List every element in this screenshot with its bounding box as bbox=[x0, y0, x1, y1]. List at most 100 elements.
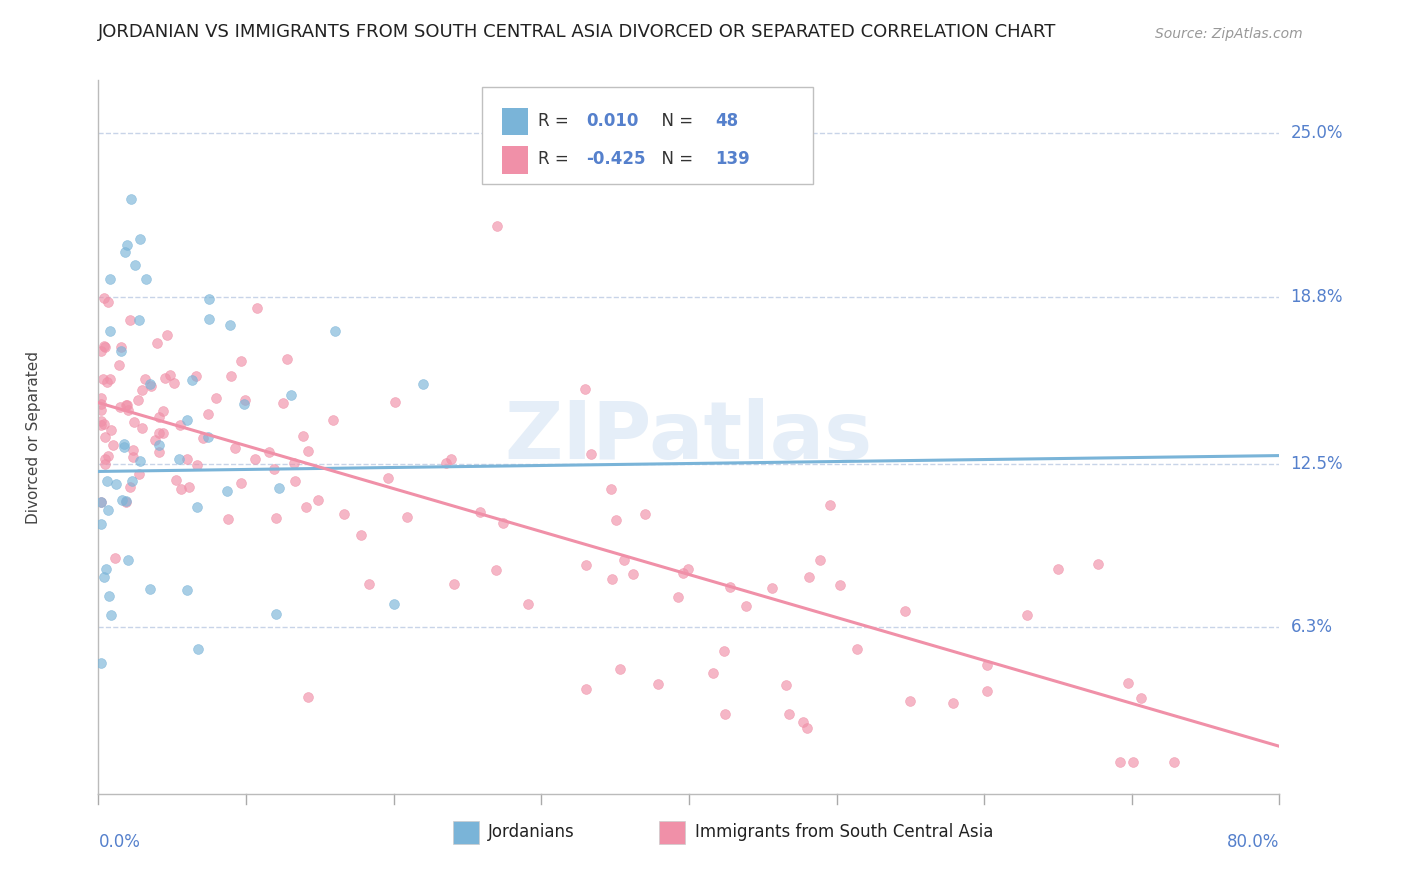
Point bbox=[264, 607, 287, 622]
Point bbox=[775, 678, 797, 692]
Point bbox=[605, 513, 627, 527]
Point bbox=[93, 570, 115, 584]
Text: 25.0%: 25.0% bbox=[1291, 124, 1343, 142]
Point bbox=[90, 495, 112, 509]
Point bbox=[93, 339, 115, 353]
Point bbox=[90, 656, 112, 670]
Point bbox=[845, 642, 868, 657]
Point bbox=[1116, 675, 1139, 690]
Point bbox=[942, 697, 965, 711]
Point bbox=[94, 339, 117, 353]
Point bbox=[1163, 755, 1185, 769]
Point bbox=[110, 339, 132, 353]
Point bbox=[267, 482, 290, 496]
Point bbox=[138, 582, 160, 597]
Point bbox=[217, 512, 239, 526]
Point bbox=[623, 567, 645, 582]
Point bbox=[159, 368, 181, 383]
Point bbox=[94, 457, 117, 471]
Point bbox=[176, 452, 198, 467]
Point bbox=[443, 577, 465, 591]
Point bbox=[146, 336, 169, 351]
Point bbox=[197, 407, 219, 421]
Point bbox=[128, 467, 150, 481]
Point bbox=[702, 666, 724, 681]
FancyBboxPatch shape bbox=[502, 146, 529, 174]
Point bbox=[276, 352, 298, 367]
Text: N =: N = bbox=[651, 151, 699, 169]
Point bbox=[1122, 755, 1144, 769]
Point bbox=[93, 417, 115, 431]
Point bbox=[609, 662, 631, 676]
Point bbox=[184, 368, 207, 383]
Point bbox=[97, 589, 120, 603]
Text: 0.0%: 0.0% bbox=[98, 833, 141, 851]
FancyBboxPatch shape bbox=[482, 87, 813, 184]
Point bbox=[284, 474, 307, 488]
Point bbox=[382, 597, 405, 611]
Point bbox=[193, 431, 215, 445]
Text: 48: 48 bbox=[714, 112, 738, 130]
Point bbox=[233, 393, 256, 408]
Point bbox=[176, 583, 198, 598]
Point bbox=[579, 447, 602, 461]
Point bbox=[264, 510, 287, 524]
Point bbox=[678, 562, 700, 576]
Point bbox=[163, 376, 186, 390]
Point bbox=[647, 677, 669, 691]
Text: Divorced or Separated: Divorced or Separated bbox=[25, 351, 41, 524]
Point bbox=[263, 462, 285, 476]
Point bbox=[259, 444, 281, 458]
Point bbox=[976, 658, 998, 673]
Point bbox=[778, 707, 800, 722]
Point bbox=[229, 476, 252, 491]
Text: N =: N = bbox=[651, 112, 699, 130]
Point bbox=[231, 353, 253, 368]
Point bbox=[217, 484, 239, 499]
Point bbox=[114, 494, 136, 508]
Point bbox=[98, 272, 121, 286]
Point bbox=[180, 373, 202, 387]
Point bbox=[135, 271, 157, 285]
Point bbox=[176, 413, 198, 427]
Point bbox=[233, 397, 256, 411]
Point bbox=[118, 313, 141, 327]
Point bbox=[434, 456, 457, 470]
Point bbox=[672, 566, 695, 581]
Point bbox=[124, 258, 146, 272]
Point bbox=[600, 572, 623, 586]
Point bbox=[377, 471, 399, 485]
Point bbox=[291, 429, 314, 443]
Point bbox=[350, 528, 373, 542]
Point bbox=[440, 452, 463, 467]
Point bbox=[808, 553, 831, 567]
Point bbox=[117, 553, 139, 567]
Text: 6.3%: 6.3% bbox=[1291, 618, 1333, 636]
Point bbox=[486, 219, 509, 233]
FancyBboxPatch shape bbox=[502, 108, 529, 136]
Point bbox=[492, 516, 515, 530]
Point bbox=[97, 503, 120, 517]
Point bbox=[271, 396, 294, 410]
Point bbox=[224, 441, 246, 455]
Point bbox=[186, 458, 208, 472]
Point bbox=[735, 599, 758, 613]
Point bbox=[156, 327, 179, 342]
Point bbox=[128, 232, 150, 246]
Point bbox=[96, 474, 118, 488]
Point bbox=[165, 473, 187, 487]
Point bbox=[129, 453, 152, 467]
Point bbox=[243, 452, 266, 467]
Point bbox=[153, 371, 176, 385]
Point bbox=[218, 318, 240, 333]
Point bbox=[1087, 557, 1109, 571]
Point bbox=[122, 415, 145, 429]
Point bbox=[280, 388, 302, 402]
Point bbox=[718, 580, 741, 594]
Point bbox=[112, 440, 135, 454]
Point bbox=[359, 576, 381, 591]
Point bbox=[105, 477, 128, 491]
Point bbox=[127, 392, 149, 407]
Point bbox=[152, 404, 174, 418]
Point bbox=[94, 430, 117, 444]
